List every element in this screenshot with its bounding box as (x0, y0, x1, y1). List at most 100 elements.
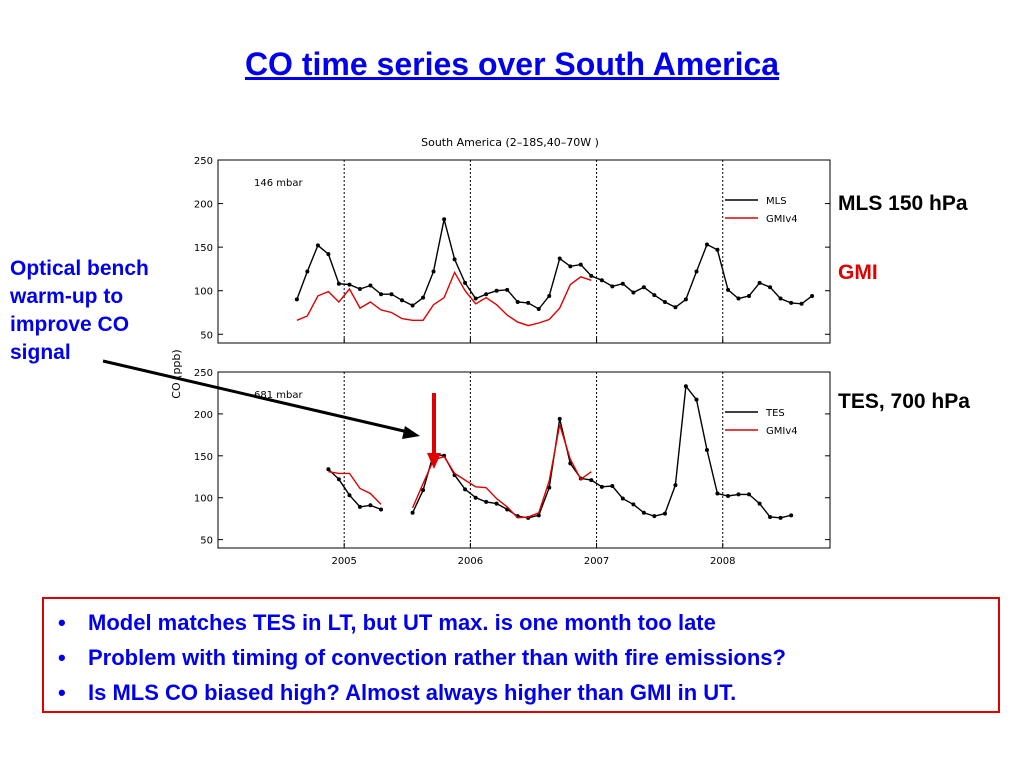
data-point-tes (547, 485, 552, 490)
bullet-item: • Is MLS CO biased high? Almost always hi… (58, 675, 998, 710)
series-line-gmiv4 (411, 424, 592, 519)
data-point-mls (799, 301, 804, 306)
data-point-mls (736, 296, 741, 301)
red-arrow-head (427, 453, 441, 469)
data-point-tes (379, 507, 384, 512)
y-tick-label: 50 (200, 330, 213, 341)
data-point-tes (357, 504, 362, 509)
data-point-mls (757, 280, 762, 285)
bullet-item: • Problem with timing of convection rathe… (58, 640, 998, 675)
data-point-mls (589, 273, 594, 278)
data-point-tes (410, 510, 415, 515)
data-point-tes (347, 493, 352, 498)
data-point-tes (778, 515, 783, 520)
data-point-mls (641, 285, 646, 290)
data-point-tes (673, 483, 678, 488)
x-tick-label: 2008 (710, 556, 735, 567)
data-point-mls (726, 287, 731, 292)
annotation-arrow-line (102, 359, 409, 434)
data-point-mls (568, 264, 573, 269)
data-point-mls (452, 257, 457, 262)
data-point-tes (789, 513, 794, 518)
data-point-mls (347, 282, 352, 287)
data-point-mls (421, 295, 426, 300)
series-line-tes (411, 384, 792, 519)
data-point-mls (336, 281, 341, 286)
series-line-gmiv4 (296, 270, 592, 327)
data-point-mls (494, 288, 499, 293)
data-point-mls (557, 256, 562, 261)
y-tick-label: 50 (200, 536, 213, 547)
data-point-mls (683, 297, 688, 302)
data-point-tes (683, 384, 688, 389)
data-point-mls (610, 284, 615, 289)
data-point-tes (589, 478, 594, 483)
data-point-tes (704, 447, 709, 452)
data-point-mls (631, 290, 636, 295)
label-gmi: GMI (838, 261, 878, 284)
data-point-mls (673, 305, 678, 310)
data-point-tes (368, 503, 373, 508)
data-point-mls (399, 298, 404, 303)
data-point-mls (305, 269, 310, 274)
bullet-dot: • (58, 680, 66, 705)
data-point-mls (379, 292, 384, 297)
data-point-mls (484, 292, 489, 297)
y-tick-label: 250 (194, 368, 213, 379)
data-point-tes (484, 499, 489, 504)
bullet-item: • Model matches TES in LT, but UT max. is… (58, 605, 998, 640)
co-time-series-chart: South America (2–18S,40–70W ) CO (ppb) 5… (102, 136, 831, 567)
data-point-mls (789, 300, 794, 305)
data-point-tes (757, 501, 762, 506)
data-point-mls (536, 307, 541, 312)
data-point-mls (715, 247, 720, 252)
data-point-mls (357, 286, 362, 291)
plot-frame (217, 159, 831, 344)
data-point-mls (778, 296, 783, 301)
data-point-tes (473, 495, 478, 500)
series-line-tes (327, 468, 382, 511)
data-point-tes (746, 492, 751, 497)
data-point-tes (557, 416, 562, 421)
data-point-tes (421, 488, 426, 493)
data-point-mls (547, 293, 552, 298)
panel-level-label: 146 mbar (254, 178, 303, 189)
data-point-mls (315, 243, 320, 248)
data-point-tes (694, 397, 699, 402)
series-line-mls (296, 219, 813, 310)
data-point-tes (631, 502, 636, 507)
plot-frame (217, 371, 831, 549)
panel-146mbar: 50 100 150 200 250 146 mbar MLS GMIv4 (194, 156, 831, 344)
data-point-mls (578, 262, 583, 267)
bullet-dot: • (58, 645, 66, 670)
data-point-tes (662, 511, 667, 516)
legend-label: MLS (766, 196, 787, 207)
slide-title: CO time series over South America (244, 46, 780, 82)
panel-681mbar: 50 100 150 200 250 2005 2006 2007 2008 681 mbar TE… (194, 368, 831, 567)
data-point-mls (746, 293, 751, 298)
data-point-mls (431, 269, 436, 274)
data-point-tes (494, 501, 499, 506)
y-tick-label: 250 (194, 156, 213, 167)
data-point-mls (368, 283, 373, 288)
data-point-tes (736, 492, 741, 497)
data-point-mls (704, 242, 709, 247)
data-point-mls (526, 300, 531, 305)
x-tick-label: 2007 (584, 556, 609, 567)
data-point-tes (641, 510, 646, 515)
y-tick-label: 200 (194, 200, 213, 211)
annotation-arrow-head (402, 426, 420, 439)
data-point-tes (620, 496, 625, 501)
data-point-mls (326, 252, 331, 257)
data-point-mls (768, 285, 773, 290)
data-point-tes (768, 514, 773, 519)
chart-title: South America (2–18S,40–70W ) (421, 136, 599, 149)
bullet-dot: • (58, 610, 66, 635)
data-point-tes (715, 491, 720, 496)
bullet-text: Is MLS CO biased high? Almost always hig… (88, 680, 737, 705)
y-tick-label: 150 (194, 243, 213, 254)
y-tick-label: 200 (194, 410, 213, 421)
bullet-text: Model matches TES in LT, but UT max. is … (88, 610, 716, 635)
data-point-mls (652, 293, 657, 298)
data-point-mls (515, 300, 520, 305)
